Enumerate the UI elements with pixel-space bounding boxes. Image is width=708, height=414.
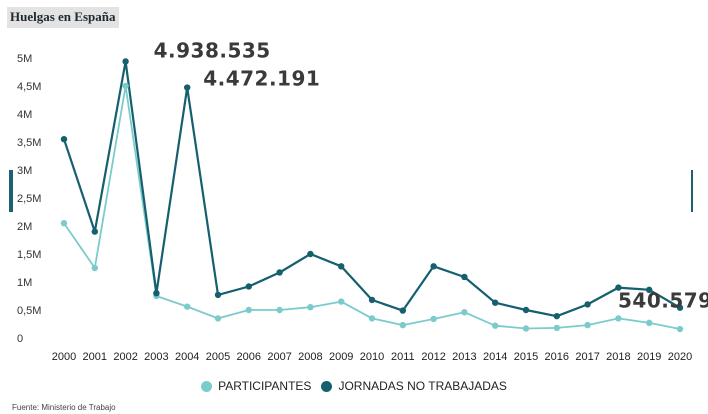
y-tick-label: 1M xyxy=(17,277,32,289)
data-point-1[interactable] xyxy=(584,301,591,308)
data-point-1[interactable] xyxy=(276,269,283,276)
data-point-0[interactable] xyxy=(60,220,68,227)
legend-label-jornadas: JORNADAS NO TRABAJADAS xyxy=(338,379,507,393)
data-point-0[interactable] xyxy=(184,303,191,310)
y-tick-label: 4,5M xyxy=(17,81,41,93)
y-tick-label: 0,5M xyxy=(17,305,41,317)
x-tick-label: 2016 xyxy=(545,351,569,363)
y-tick-label: 5M xyxy=(17,53,32,65)
data-point-1[interactable] xyxy=(245,283,252,290)
data-point-1[interactable] xyxy=(430,263,437,270)
x-tick-label: 2006 xyxy=(237,351,261,363)
chart-legend: PARTICIPANTES JORNADAS NO TRABAJADAS xyxy=(0,376,708,396)
data-point-0[interactable] xyxy=(399,321,406,329)
x-tick-label: 2009 xyxy=(329,351,353,363)
data-point-0[interactable] xyxy=(676,325,684,333)
data-point-0[interactable] xyxy=(245,306,252,314)
data-point-0[interactable] xyxy=(553,324,560,332)
x-tick-label: 2000 xyxy=(52,351,76,363)
data-point-1[interactable] xyxy=(553,312,560,320)
x-tick-label: 2018 xyxy=(606,351,630,363)
y-tick-label: 1,5M xyxy=(17,249,41,261)
data-point-0[interactable] xyxy=(91,264,99,272)
data-point-0[interactable] xyxy=(214,315,222,322)
data-point-0[interactable] xyxy=(461,309,468,316)
data-annotations: 4.938.535 4.472.191 540.579 xyxy=(154,38,708,312)
x-tick-label: 2010 xyxy=(360,351,384,363)
x-tick-label: 2004 xyxy=(175,351,199,363)
x-tick-label: 2001 xyxy=(83,351,107,363)
data-point-1[interactable] xyxy=(307,250,314,258)
y-tick-label: 4M xyxy=(17,109,32,121)
data-point-0[interactable] xyxy=(368,315,376,322)
data-point-1[interactable] xyxy=(676,304,684,311)
y-tick-label: 2M xyxy=(17,221,32,233)
data-point-0[interactable] xyxy=(646,319,653,327)
y-tick-label: 3,5M xyxy=(17,137,41,149)
x-tick-label: 2003 xyxy=(144,351,168,363)
annotation-label: 4.472.191 xyxy=(203,67,320,91)
data-point-0[interactable] xyxy=(307,304,314,311)
legend-swatch-participantes xyxy=(201,380,213,392)
annotation-label: 540.579 xyxy=(618,289,708,313)
series-points xyxy=(60,58,684,333)
data-point-1[interactable] xyxy=(461,273,468,281)
x-axis-ticks: 2000 2001 2002 2003 2004 2005 2006 2007 2008 2009… xyxy=(52,351,692,363)
source-note: Fuente: Ministerio de Trabajo xyxy=(12,403,116,412)
data-point-0[interactable] xyxy=(338,298,345,305)
data-point-1[interactable] xyxy=(646,286,653,294)
legend-item-participantes[interactable]: PARTICIPANTES xyxy=(201,379,311,393)
y-axis-ticks: 0 0,5M 1M 1,5M 2M 2,5M 3M 3,5M 4M 4,5M 5M xyxy=(17,53,41,345)
data-point-1[interactable] xyxy=(338,263,345,270)
x-tick-label: 2013 xyxy=(452,351,476,363)
data-point-1[interactable] xyxy=(122,58,129,65)
data-point-1[interactable] xyxy=(214,291,222,299)
data-point-0[interactable] xyxy=(522,325,530,332)
legend-swatch-jornadas xyxy=(321,380,333,392)
data-point-1[interactable] xyxy=(60,136,68,143)
data-point-0[interactable] xyxy=(615,315,622,322)
series-lines xyxy=(62,60,681,330)
x-tick-label: 2008 xyxy=(298,351,322,363)
annotation-label: 4.938.535 xyxy=(154,38,271,62)
data-point-1[interactable] xyxy=(522,306,530,314)
data-point-1[interactable] xyxy=(615,284,622,291)
series-line-1 xyxy=(62,60,681,318)
data-point-0[interactable] xyxy=(584,321,591,329)
x-tick-label: 2015 xyxy=(514,351,538,363)
x-tick-label: 2020 xyxy=(668,351,692,363)
data-point-1[interactable] xyxy=(492,299,499,306)
x-tick-label: 2002 xyxy=(113,351,137,363)
y-tick-label: 0 xyxy=(17,333,23,345)
data-point-0[interactable] xyxy=(122,82,129,90)
y-tick-label: 3M xyxy=(17,165,32,177)
data-point-1[interactable] xyxy=(153,290,160,297)
x-tick-label: 2017 xyxy=(575,351,599,363)
data-point-1[interactable] xyxy=(399,307,406,314)
legend-label-participantes: PARTICIPANTES xyxy=(218,379,312,393)
data-point-0[interactable] xyxy=(276,306,283,314)
data-point-1[interactable] xyxy=(184,84,191,91)
right-scroll-tab[interactable] xyxy=(691,170,693,212)
x-tick-label: 2011 xyxy=(391,351,415,363)
data-point-1[interactable] xyxy=(368,296,376,304)
x-tick-label: 2007 xyxy=(267,351,291,363)
data-point-0[interactable] xyxy=(430,315,437,323)
x-tick-label: 2019 xyxy=(637,351,661,363)
legend-item-jornadas[interactable]: JORNADAS NO TRABAJADAS xyxy=(321,379,507,393)
left-scroll-tab[interactable] xyxy=(9,170,13,212)
data-point-1[interactable] xyxy=(91,228,99,235)
x-tick-label: 2012 xyxy=(421,351,445,363)
data-point-0[interactable] xyxy=(492,322,499,329)
y-tick-label: 2,5M xyxy=(17,193,41,205)
x-tick-label: 2014 xyxy=(483,351,507,363)
chart-title: Huelgas en España xyxy=(7,7,120,28)
x-tick-label: 2005 xyxy=(206,351,230,363)
